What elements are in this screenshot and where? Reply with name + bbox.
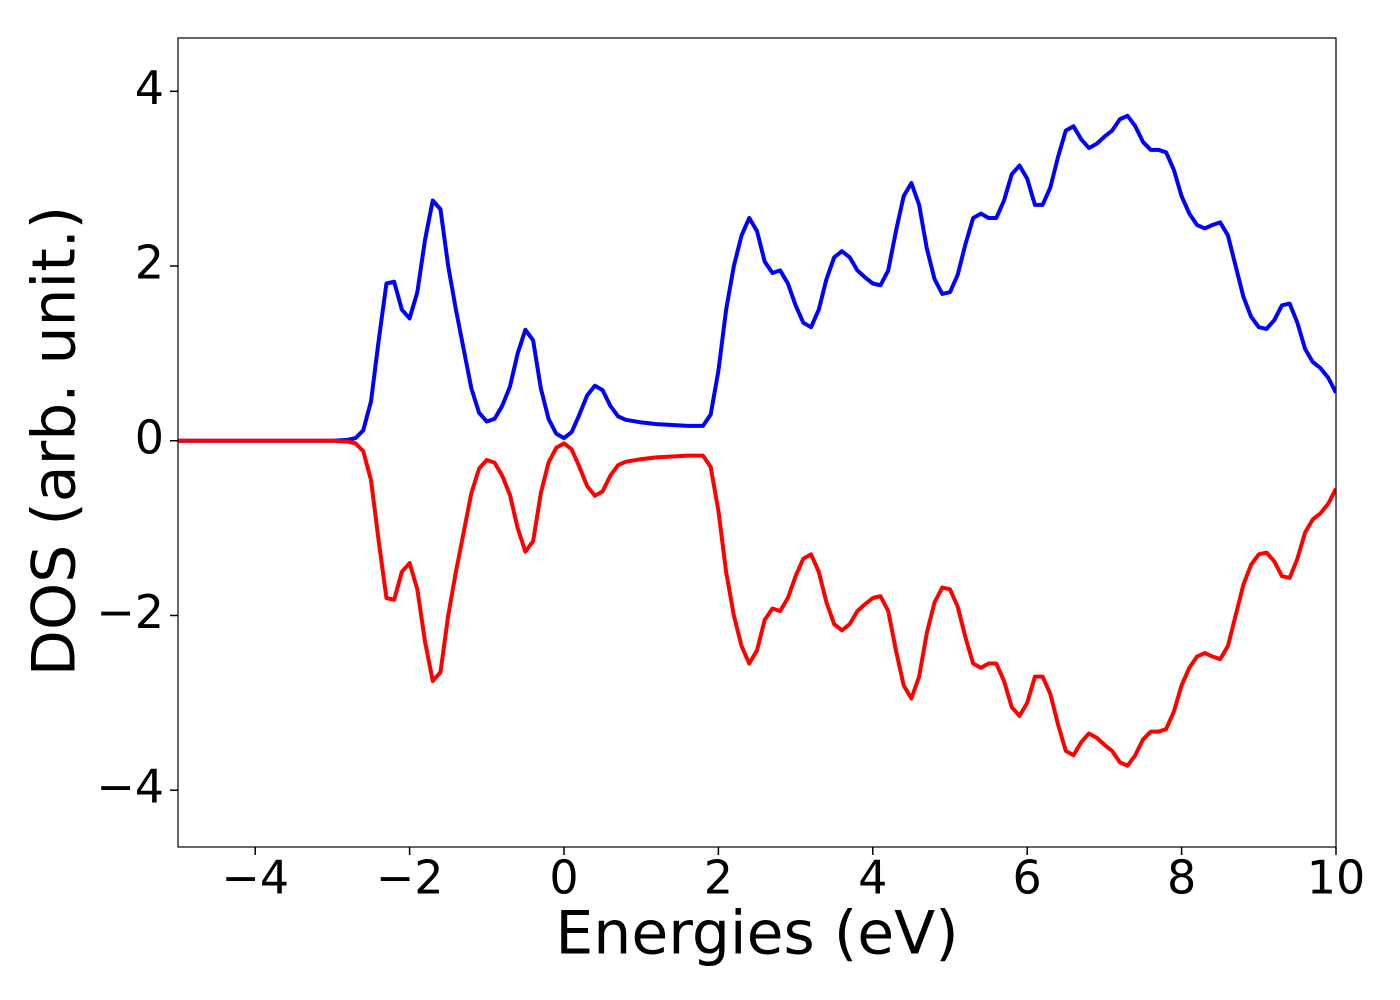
y-axis-label: DOS (arb. unit.) (20, 206, 90, 676)
x-tick-label: 2 (704, 851, 733, 905)
x-tick-label: 8 (1167, 851, 1196, 905)
x-tick-label: −4 (221, 851, 289, 905)
x-axis-label: Energies (eV) (555, 899, 958, 969)
x-tick-label: −2 (376, 851, 444, 905)
y-tick-label: −4 (96, 760, 164, 814)
x-tick-label: 6 (1013, 851, 1042, 905)
y-tick-label: 4 (135, 61, 164, 115)
x-tick-label: 0 (549, 851, 578, 905)
x-tick-label: 10 (1307, 851, 1366, 905)
y-tick-label: 2 (135, 236, 164, 290)
plot-frame (177, 37, 1337, 848)
x-tick-label: 4 (858, 851, 887, 905)
series-line (178, 113, 1336, 443)
series-line (178, 438, 1336, 768)
y-tick-label: −2 (96, 585, 164, 639)
y-tick-label: 0 (135, 410, 164, 464)
